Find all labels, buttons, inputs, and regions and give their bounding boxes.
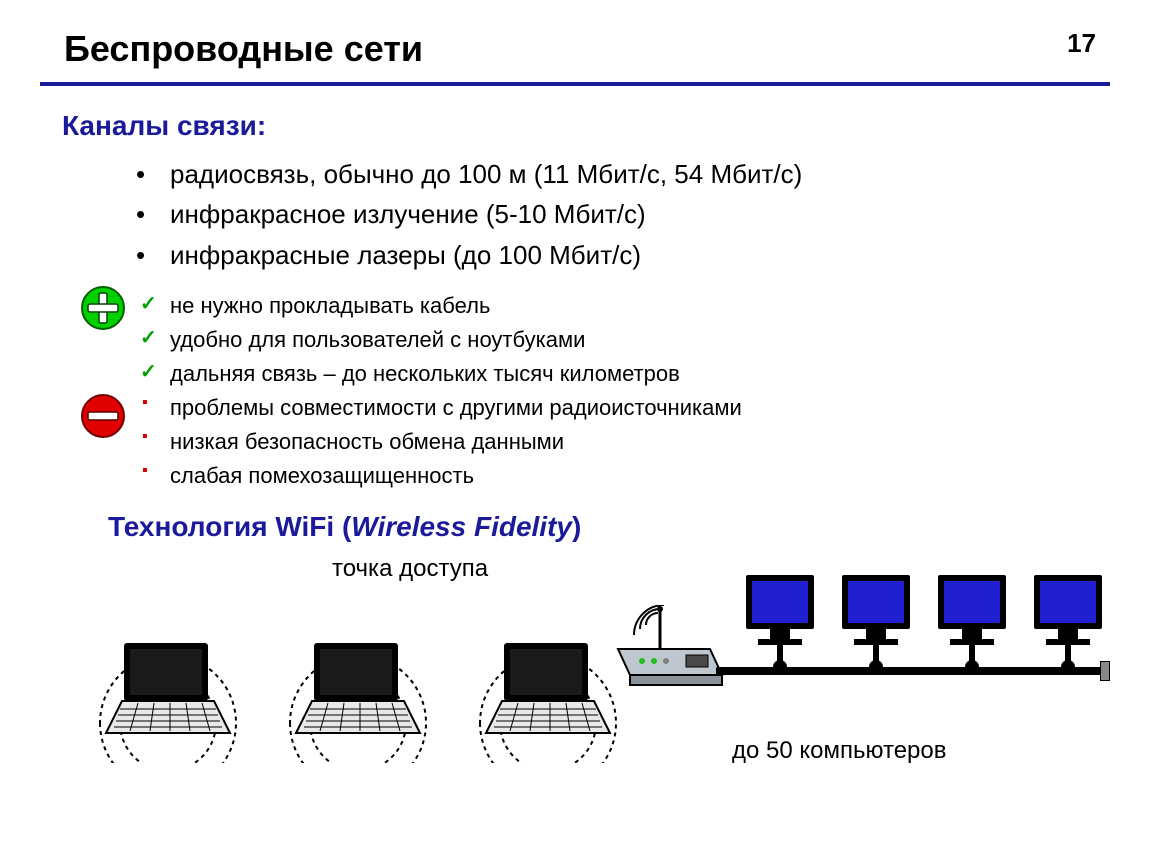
list-item: слабая помехозащищенность [170, 459, 1110, 493]
list-item: дальняя связь – до нескольких тысяч кило… [170, 357, 1110, 391]
desktop-icon [932, 573, 1012, 688]
desktop-icon [1028, 573, 1108, 688]
laptop-icon [78, 623, 258, 768]
cons-list: проблемы совместимости с другими радиоис… [170, 391, 1110, 493]
list-item: проблемы совместимости с другими радиоис… [170, 391, 1110, 425]
pros-list: не нужно прокладывать кабель удобно для … [170, 289, 1110, 391]
desktop-icon [836, 573, 916, 688]
wifi-suffix: ) [572, 511, 581, 542]
list-item: инфракрасное излучение (5-10 Мбит/с) [170, 194, 1110, 234]
page-number: 17 [1067, 28, 1110, 59]
title-rule [40, 82, 1110, 86]
page-title: Беспроводные сети [40, 28, 423, 70]
access-point-label: точка доступа [332, 555, 488, 583]
list-item: удобно для пользователей с ноутбуками [170, 323, 1110, 357]
minus-icon [80, 393, 126, 439]
router-icon [610, 605, 730, 700]
wifi-heading: Технология WiFi (Wireless Fidelity) [108, 511, 1110, 543]
wifi-italic: Wireless Fidelity [351, 511, 572, 542]
list-item: инфракрасные лазеры (до 100 Мбит/с) [170, 235, 1110, 275]
list-item: не нужно прокладывать кабель [170, 289, 1110, 323]
capacity-caption: до 50 компьютеров [732, 737, 947, 765]
channels-list: радиосвязь, обычно до 100 м (11 Мбит/с, … [170, 154, 1110, 275]
list-item: радиосвязь, обычно до 100 м (11 Мбит/с, … [170, 154, 1110, 194]
list-item: низкая безопасность обмена данными [170, 425, 1110, 459]
channels-heading: Каналы связи: [62, 110, 1110, 142]
plus-icon [80, 285, 126, 331]
laptop-icon [268, 623, 448, 768]
wifi-prefix: Технология WiFi ( [108, 511, 351, 542]
desktop-icon [740, 573, 820, 688]
network-diagram: точка доступа [40, 549, 1110, 789]
